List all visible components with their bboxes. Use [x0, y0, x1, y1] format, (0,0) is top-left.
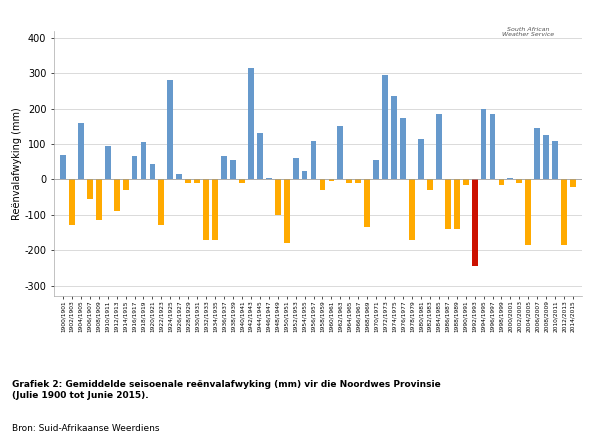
Bar [131, 156, 137, 179]
Bar [400, 118, 406, 179]
Bar [445, 179, 451, 229]
Text: Grafiek 2: Gemiddelde seisoenale reënvalafwyking (mm) vir die Noordwes Provinsie: Grafiek 2: Gemiddelde seisoenale reënval… [12, 380, 441, 400]
Bar [203, 179, 209, 240]
Bar [346, 179, 352, 183]
Bar [490, 114, 496, 179]
Bar [382, 75, 388, 179]
Bar [463, 179, 469, 185]
Bar [535, 128, 540, 179]
Bar [176, 174, 182, 179]
Text: Bron: Suid-Afrikaanse Weerdiens: Bron: Suid-Afrikaanse Weerdiens [12, 424, 160, 433]
Bar [364, 179, 370, 227]
Bar [409, 179, 415, 240]
Bar [373, 160, 379, 179]
Bar [436, 114, 442, 179]
Bar [158, 179, 164, 225]
Bar [185, 179, 191, 183]
Bar [212, 179, 218, 240]
Bar [275, 179, 281, 215]
Bar [230, 160, 236, 179]
Bar [311, 141, 316, 179]
Bar [69, 179, 75, 225]
Bar [499, 179, 505, 185]
Bar [302, 171, 307, 179]
Bar [284, 179, 290, 243]
Bar [481, 109, 487, 179]
Bar [60, 155, 66, 179]
Bar [561, 179, 567, 245]
Bar [329, 179, 334, 181]
Bar [508, 178, 514, 179]
Bar [517, 179, 522, 183]
Text: South African
Weather Service: South African Weather Service [502, 27, 554, 37]
Bar [78, 123, 84, 179]
Bar [87, 179, 93, 199]
Bar [239, 179, 245, 183]
Bar [221, 156, 227, 179]
Bar [526, 179, 531, 245]
Bar [552, 141, 558, 179]
Bar [293, 158, 299, 179]
Bar [96, 179, 101, 220]
Bar [105, 146, 110, 179]
Bar [391, 96, 397, 179]
Bar [257, 133, 263, 179]
Bar [355, 179, 361, 183]
Bar [472, 179, 478, 266]
Bar [114, 179, 119, 211]
Bar [122, 179, 128, 190]
Bar [320, 179, 325, 190]
Bar [194, 179, 200, 183]
Bar [543, 135, 549, 179]
Bar [418, 139, 424, 179]
Bar [266, 178, 272, 179]
Bar [167, 80, 173, 179]
Bar [570, 179, 576, 187]
Bar [454, 179, 460, 229]
Bar [248, 68, 254, 179]
Bar [149, 164, 155, 179]
Bar [337, 126, 343, 179]
Y-axis label: Reënvalafwyking (mm): Reënvalafwyking (mm) [11, 107, 22, 220]
Bar [427, 179, 433, 190]
Bar [140, 142, 146, 179]
